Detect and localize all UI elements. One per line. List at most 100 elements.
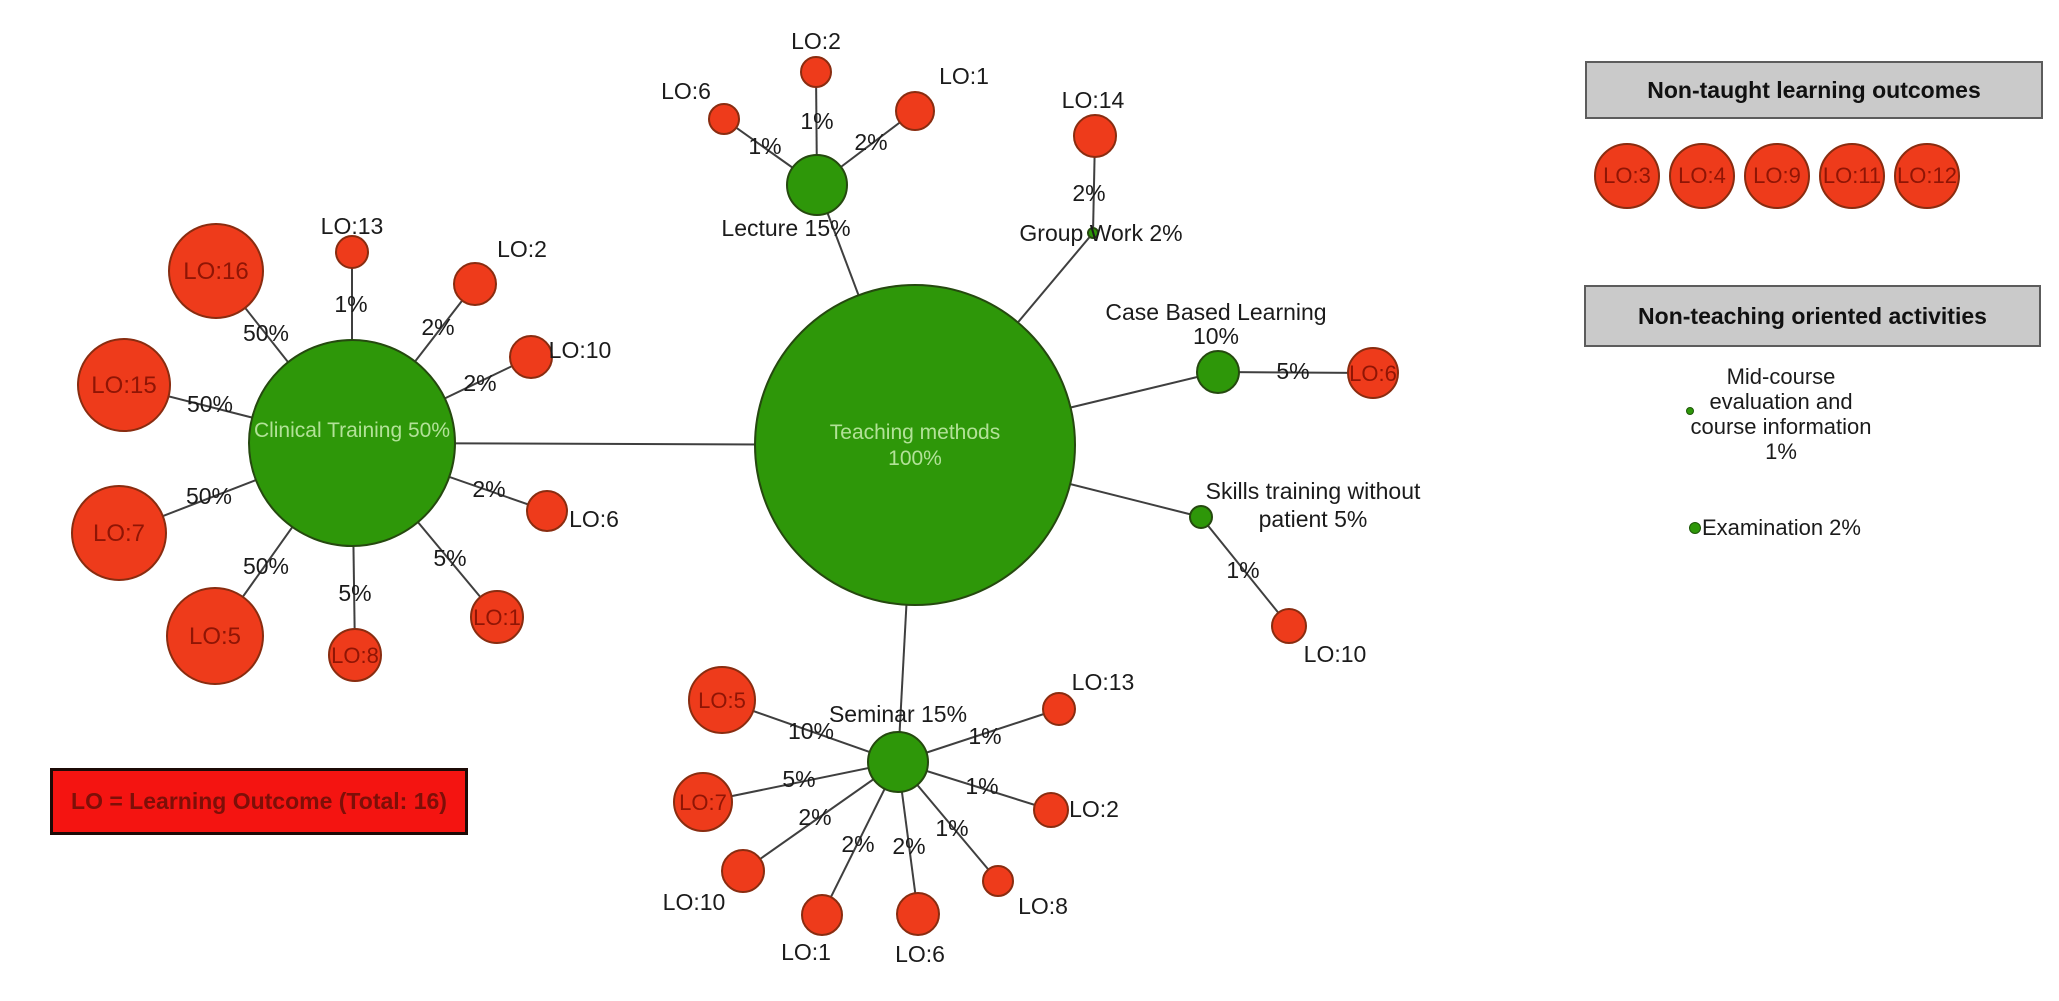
midcourse-note: Mid-course evaluation and course informa… [1656, 364, 1906, 464]
lo-chip: LO:12 [1894, 143, 1960, 209]
node-clinical-lo1 [470, 590, 524, 644]
node-label-clinical-lo7: LO:7 [93, 520, 145, 547]
diagram-label-line: Skills training without [1206, 478, 1421, 504]
edge-weight-label: 1% [1226, 557, 1259, 583]
diagram-label-line: Case Based Learning [1105, 299, 1326, 325]
edge-weight-label: 1% [965, 773, 998, 799]
node-label-casebased-lo6: LO:6 [1349, 361, 1397, 386]
diagram-label-line: Teaching methods [830, 421, 1000, 444]
lo-chip: LO:3 [1594, 143, 1660, 209]
diagram-label: Seminar 15% [829, 701, 967, 727]
diagram-label: Clinical Training 50% [254, 419, 450, 442]
node-lecture-lo6 [708, 103, 740, 135]
node-seminar-lo1 [801, 894, 843, 936]
node-clinical-lo5 [166, 587, 264, 685]
edge-weight-label: 5% [338, 580, 371, 606]
lo-chip-label: LO:12 [1897, 163, 1957, 188]
node-group-work [1087, 227, 1099, 239]
node-label-clinical-lo5: LO:5 [189, 623, 241, 650]
diagram-label: LO:8 [1018, 893, 1068, 919]
edge-weight-label: 5% [433, 545, 466, 571]
edge-weight-label: 5% [782, 766, 815, 792]
diagram-label: LO:6 [661, 78, 711, 104]
diagram-label: LO:10 [549, 337, 612, 363]
legend-box: LO = Learning Outcome (Total: 16) [50, 768, 468, 835]
non-teaching-title: Non-teaching oriented activities [1638, 302, 1987, 329]
edge-weight-label: 50% [187, 391, 233, 417]
edge-weight-label: 1% [334, 291, 367, 317]
node-clinical-lo10 [509, 335, 553, 379]
edge-weight-label: 50% [243, 553, 289, 579]
diagram-label: LO:13 [1072, 669, 1135, 695]
midcourse-dot-icon [1686, 407, 1694, 415]
diagram-label: Lecture 15% [721, 215, 850, 241]
node-case-based-learning [1196, 350, 1240, 394]
lo-chip: LO:11 [1819, 143, 1885, 209]
node-seminar-lo8 [982, 865, 1014, 897]
examination-label: Examination 2% [1702, 515, 1861, 540]
lo-chip-label: LO:3 [1603, 163, 1651, 188]
node-clinical-lo15 [77, 338, 171, 432]
edge-weight-label: 1% [935, 815, 968, 841]
edge-weight-label: 2% [892, 833, 925, 859]
node-clinical-training [248, 339, 456, 547]
diagram-label: LO:6 [895, 941, 945, 967]
node-clinical-lo16 [168, 223, 264, 319]
edge-weight-label: 1% [800, 108, 833, 134]
lo-chip: LO:9 [1744, 143, 1810, 209]
non-taught-panel-header: Non-taught learning outcomes [1585, 61, 2043, 119]
edge-weight-label: 2% [798, 804, 831, 830]
lo-chip-label: LO:9 [1753, 163, 1801, 188]
diagram-label: Case Based Learning 10% [1105, 299, 1326, 349]
node-label-seminar-lo5: LO:5 [698, 688, 746, 713]
edge-weight-label: 10% [788, 718, 834, 744]
midcourse-line: evaluation and [1709, 389, 1853, 414]
edge-weight-label: 2% [1072, 180, 1105, 206]
non-teaching-panel-header: Non-teaching oriented activities [1584, 285, 2041, 347]
examination-note: Examination 2% [1689, 515, 1861, 541]
edge-weight-label: 2% [463, 370, 496, 396]
diagram-label-line: 100% [888, 447, 942, 470]
diagram-label: LO:6 [569, 506, 619, 532]
node-skills-training [1189, 505, 1213, 529]
node-seminar [867, 731, 929, 793]
legend-text: LO = Learning Outcome (Total: 16) [71, 788, 447, 814]
node-skills-lo10 [1271, 608, 1307, 644]
edge-weight-label: 1% [968, 723, 1001, 749]
edge-seminar-seminar-lo7 [702, 761, 899, 803]
node-label-seminar-lo7: LO:7 [679, 790, 727, 815]
diagram-label: LO:14 [1062, 87, 1125, 113]
examination-dot-icon [1689, 522, 1701, 534]
node-label-clinical-lo15: LO:15 [91, 372, 156, 399]
diagram-label: LO:2 [497, 236, 547, 262]
edge-weight-label: 2% [421, 314, 454, 340]
diagram-label-line: patient 5% [1259, 506, 1368, 532]
node-seminar-lo7 [673, 772, 733, 832]
edge-skills-training-skills-lo10 [1200, 516, 1290, 627]
lo-chip: LO:4 [1669, 143, 1735, 209]
lo-chip-label: LO:4 [1678, 163, 1726, 188]
edge-weight-label: 50% [186, 483, 232, 509]
node-seminar-lo2 [1033, 792, 1069, 828]
diagram-label: LO:2 [1069, 796, 1119, 822]
node-clinical-lo7 [71, 485, 167, 581]
node-label-clinical-lo8: LO:8 [331, 643, 379, 668]
edge-seminar-seminar-lo10 [742, 761, 899, 872]
node-label-clinical-lo1: LO:1 [473, 605, 521, 630]
node-seminar-lo13 [1042, 692, 1076, 726]
diagram-label: LO:13 [321, 213, 384, 239]
node-clinical-lo8 [328, 628, 382, 682]
edge-weight-label: 50% [243, 320, 289, 346]
diagram-label: LO:10 [663, 889, 726, 915]
edge-weight-label: 2% [854, 129, 887, 155]
non-taught-title: Non-taught learning outcomes [1647, 76, 1981, 103]
midcourse-line: Mid-course [1726, 364, 1836, 389]
node-label-clinical-lo16: LO:16 [183, 258, 248, 285]
node-lecture-lo2 [800, 56, 832, 88]
node-clinical-lo13 [335, 235, 369, 269]
diagram-label: Group Work 2% [1019, 220, 1182, 246]
diagram-label: Teaching methods 100% [830, 421, 1000, 470]
node-clinical-lo2 [453, 262, 497, 306]
